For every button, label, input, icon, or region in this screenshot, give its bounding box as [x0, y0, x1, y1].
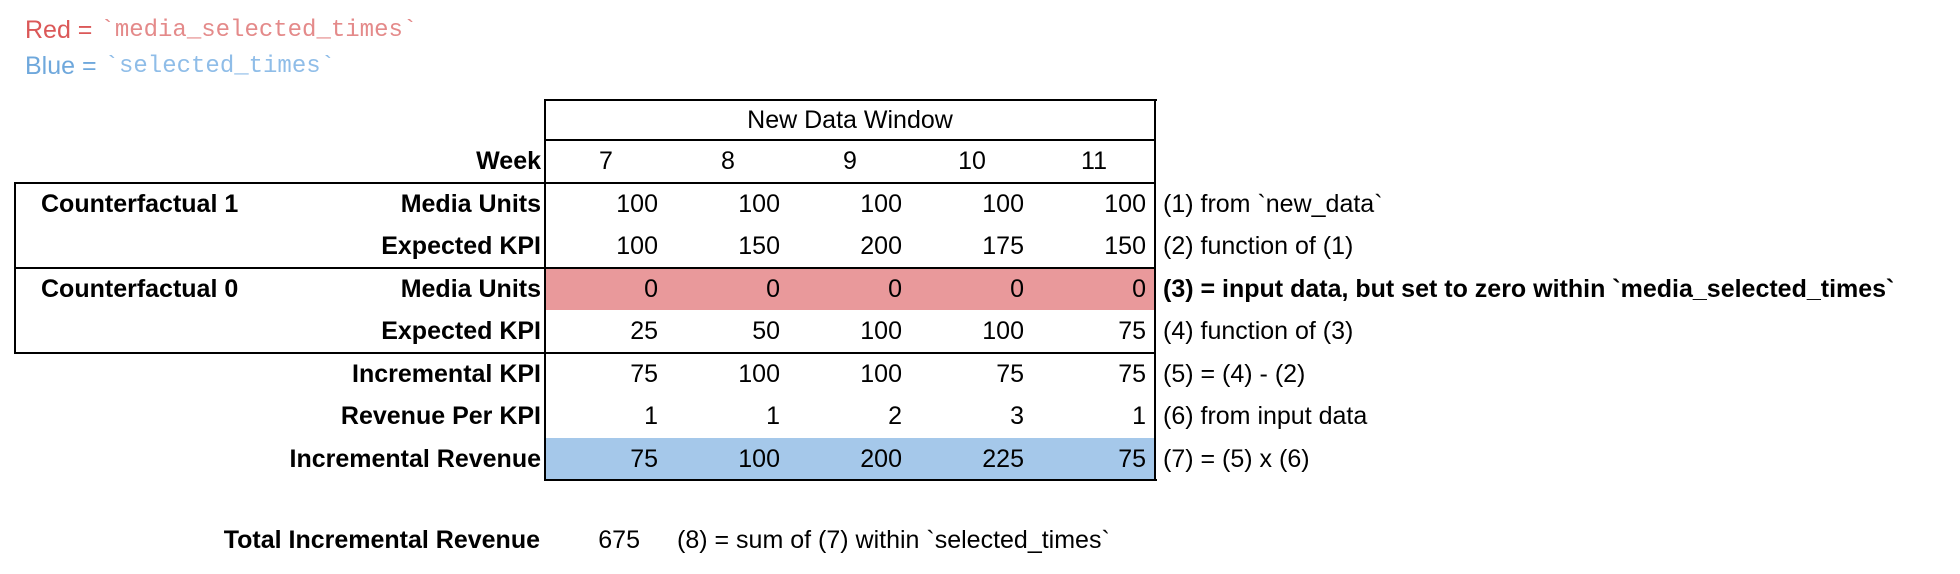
week-row: Week 7 8 9 10 11: [15, 140, 1155, 183]
value-cell: 175: [982, 232, 1024, 260]
table-row-media-units-cf0: Counterfactual 0 Media Units 0 0 0 0 0 (…: [15, 268, 1894, 310]
value-cell: 3: [1010, 402, 1024, 430]
color-legend: Red = `media_selected_times` Blue = `sel…: [25, 12, 417, 84]
value-cell: 2: [888, 402, 902, 430]
selected-times-highlight: 75 100 200 225 75: [545, 438, 1155, 480]
total-label: Total Incremental Revenue: [223, 525, 540, 554]
row-annotation: (1) from `new_data`: [1163, 189, 1383, 218]
value-cell: 100: [738, 189, 780, 218]
value-cell: 0: [1010, 274, 1024, 303]
row-group-label: [15, 225, 265, 268]
value-cell: 100: [738, 444, 780, 473]
legend-red-code: `media_selected_times`: [100, 16, 418, 44]
legend-blue-code: `selected_times`: [104, 52, 336, 80]
week-cell: 8: [721, 147, 735, 175]
row-annotation: (5) = (4) - (2): [1163, 359, 1306, 388]
table-row-expected-kpi-cf1: Expected KPI 100 150 200 175 150 (2) fun…: [15, 225, 1353, 268]
value-cell: 75: [630, 444, 658, 473]
table-row-incremental-kpi: Incremental KPI 75 100 100 75 75 (5) = (…: [15, 353, 1305, 395]
value-cell: 150: [1104, 232, 1146, 260]
total-row: Total Incremental Revenue 675 (8) = sum …: [15, 525, 1110, 555]
value-cell: 200: [860, 444, 902, 473]
value-cell: 0: [644, 274, 658, 303]
week-cell: 9: [843, 147, 857, 175]
value-cell: 50: [752, 317, 780, 345]
table-border-cf0-top: [14, 267, 1156, 269]
row-group-label: Counterfactual 1: [41, 189, 239, 218]
value-cell: 100: [982, 189, 1024, 218]
row-annotation: (7) = (5) x (6): [1163, 444, 1310, 473]
value-cell: 75: [996, 359, 1024, 388]
row-label: Expected KPI: [381, 232, 541, 260]
value-cell: 100: [860, 189, 902, 218]
row-annotation: (4) function of (3): [1163, 317, 1354, 345]
new-data-window-header: New Data Window: [747, 105, 953, 134]
table-border-under-header: [545, 139, 1155, 141]
row-group-label: [15, 353, 265, 395]
value-cell: 0: [888, 274, 902, 303]
value-cell: 1: [1132, 402, 1146, 430]
legend-red-label: Red =: [25, 15, 93, 44]
value-cell: 100: [860, 359, 902, 388]
value-cell: 75: [1118, 444, 1146, 473]
value-cell: 100: [616, 189, 658, 218]
table-border-cf0-bottom: [14, 352, 1156, 354]
value-cell: 225: [982, 444, 1024, 473]
label-box-border-left: [14, 182, 16, 354]
value-cell: 100: [982, 317, 1024, 345]
legend-blue-label: Blue =: [25, 51, 97, 80]
table-row-expected-kpi-cf0: Expected KPI 25 50 100 100 75 (4) functi…: [15, 310, 1353, 353]
value-cell: 0: [1132, 274, 1146, 303]
row-label: Expected KPI: [381, 317, 541, 345]
table-border-cf1-top: [14, 182, 1156, 184]
row-annotation: (3) = input data, but set to zero within…: [1163, 274, 1895, 303]
value-cell: 150: [738, 232, 780, 260]
value-cell: 75: [1118, 359, 1146, 388]
row-label: Revenue Per KPI: [340, 402, 541, 430]
row-annotation: (2) function of (1): [1163, 232, 1354, 260]
table-border-left: [544, 99, 546, 481]
total-annotation: (8) = sum of (7) within `selected_times`: [677, 525, 1110, 554]
row-group-label: [15, 438, 265, 480]
value-cell: 75: [1118, 317, 1146, 345]
row-group-label: [15, 310, 265, 353]
week-row-spacer: [15, 140, 265, 183]
value-cell: 25: [630, 317, 658, 345]
row-label: Incremental KPI: [352, 359, 541, 388]
row-group-label: [15, 395, 265, 438]
value-cell: 100: [1104, 189, 1146, 218]
value-cell: 0: [766, 274, 780, 303]
value-cell: 1: [644, 402, 658, 430]
total-value: 675: [598, 525, 640, 554]
row-label: Incremental Revenue: [289, 444, 542, 473]
row-group-label: Counterfactual 0: [41, 274, 239, 303]
value-cell: 75: [630, 359, 658, 388]
value-cell: 100: [616, 232, 658, 260]
week-cell: 7: [599, 147, 613, 175]
row-annotation: (6) from input data: [1163, 402, 1368, 430]
table-border-bottom: [544, 479, 1157, 481]
legend-red-line: Red = `media_selected_times`: [25, 12, 417, 48]
week-cell: 10: [958, 147, 986, 175]
table-border-top: [544, 99, 1157, 101]
value-cell: 100: [738, 359, 780, 388]
table-row-revenue-per-kpi: Revenue Per KPI 1 1 2 3 1 (6) from input…: [15, 395, 1367, 438]
value-cell: 200: [860, 232, 902, 260]
week-label: Week: [476, 147, 541, 175]
row-label: Media Units: [400, 274, 541, 303]
week-cell: 11: [1081, 147, 1107, 175]
value-cell: 100: [860, 317, 902, 345]
table-row-incremental-revenue: Incremental Revenue 75 100 200 225 75 (7…: [15, 438, 1310, 480]
table-row-media-units-cf1: Counterfactual 1 Media Units 100 100 100…: [15, 183, 1383, 225]
table-border-right: [1154, 99, 1156, 481]
row-label: Media Units: [400, 189, 541, 218]
legend-blue-line: Blue = `selected_times`: [25, 48, 417, 84]
media-selected-times-highlight: 0 0 0 0 0: [545, 268, 1155, 310]
value-cell: 1: [766, 402, 780, 430]
